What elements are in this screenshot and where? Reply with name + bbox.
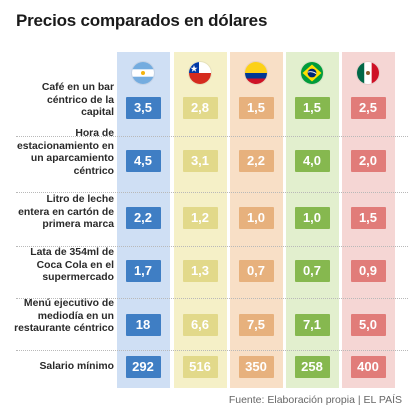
value-cell: 7,5 (238, 314, 274, 336)
value-cell: 0,9 (350, 260, 386, 282)
value-cell: 2,2 (238, 150, 274, 172)
row-divider (16, 246, 408, 247)
value-cell: 7,1 (294, 314, 330, 336)
value-cell: 18 (125, 314, 161, 336)
argentina-flag-icon (132, 62, 154, 84)
mexico-flag-icon (357, 62, 379, 84)
row-divider (16, 298, 408, 299)
value-cell: 258 (294, 356, 330, 378)
value-cell: 6,6 (182, 314, 218, 336)
row-label: Litro de leche entera en cartón de prime… (18, 194, 114, 231)
value-cell: 1,0 (238, 207, 274, 229)
row-divider (16, 192, 408, 193)
value-cell: 400 (350, 356, 386, 378)
value-cell: 0,7 (238, 260, 274, 282)
chile-flag-icon (189, 62, 211, 84)
value-cell: 2,2 (125, 207, 161, 229)
row-label: Hora de estacionamiento en un aparcamien… (16, 128, 114, 177)
value-cell: 4,0 (294, 150, 330, 172)
value-cell: 2,0 (350, 150, 386, 172)
value-cell: 3,1 (182, 150, 218, 172)
value-cell: 4,5 (125, 150, 161, 172)
value-cell: 2,8 (182, 97, 218, 119)
value-cell: 350 (238, 356, 274, 378)
value-cell: 1,2 (182, 207, 218, 229)
row-label: Salario mínimo (39, 361, 115, 372)
row-divider (16, 136, 408, 137)
value-cell: 1,0 (294, 207, 330, 229)
value-cell: 0,7 (294, 260, 330, 282)
value-cell: 1,5 (350, 207, 386, 229)
value-cell: 5,0 (350, 314, 386, 336)
row-label: Café en un bar céntrico de la capital (41, 82, 114, 119)
row-divider (16, 350, 408, 351)
colombia-flag-icon (245, 62, 267, 84)
value-cell: 516 (182, 356, 218, 378)
value-cell: 1,5 (238, 97, 274, 119)
value-cell: 1,5 (294, 97, 330, 119)
chart-title: Precios comparados en dólares (16, 11, 268, 30)
row-label: Menú ejecutivo de mediodía en un restaur… (14, 298, 114, 335)
value-cell: 1,3 (182, 260, 218, 282)
row-label: Lata de 354ml de Coca Cola en el superme… (30, 247, 114, 284)
value-cell: 2,5 (350, 97, 386, 119)
value-cell: 3,5 (125, 97, 161, 119)
value-cell: 292 (125, 356, 161, 378)
brazil-flag-icon (301, 62, 323, 84)
source-note: Fuente: Elaboración propia | EL PAÍS (228, 394, 402, 406)
value-cell: 1,7 (125, 260, 161, 282)
